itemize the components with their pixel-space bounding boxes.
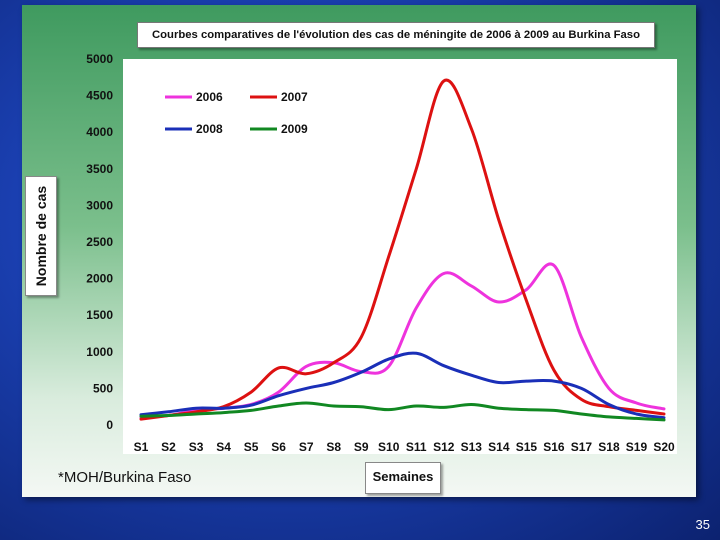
x-tick-label: S10 — [378, 440, 400, 454]
x-axis-label: Semaines — [365, 462, 441, 494]
x-tick-label: S20 — [653, 440, 675, 454]
x-tick-label: S11 — [406, 440, 427, 454]
plot-area — [123, 59, 677, 454]
y-tick-label: 500 — [93, 381, 113, 395]
x-tick-label: S9 — [354, 440, 369, 454]
x-tick-label: S18 — [598, 440, 620, 454]
x-tick-label: S13 — [461, 440, 483, 454]
x-tick-label: S14 — [488, 440, 510, 454]
legend-label-2008: 2008 — [196, 122, 223, 136]
x-tick-label: S19 — [626, 440, 648, 454]
x-tick-label: S17 — [571, 440, 593, 454]
legend-label-2007: 2007 — [281, 90, 308, 104]
x-tick-label: S7 — [299, 440, 314, 454]
y-tick-label: 5000 — [86, 52, 113, 66]
x-tick-label: S15 — [516, 440, 538, 454]
series-line-2009 — [139, 401, 666, 422]
chart-title: Courbes comparatives de l'évolution des … — [137, 22, 655, 48]
y-tick-label: 0 — [106, 418, 113, 432]
y-tick-label: 1500 — [86, 308, 113, 322]
x-tick-label: S12 — [433, 440, 455, 454]
x-tick-label: S16 — [543, 440, 565, 454]
y-tick-label: 1000 — [86, 345, 113, 359]
legend-label-2009: 2009 — [281, 122, 308, 136]
y-tick-label: 3500 — [86, 162, 113, 176]
y-tick-label: 3000 — [86, 198, 113, 212]
series-line-2007 — [139, 78, 666, 421]
legend-label-2006: 2006 — [196, 90, 223, 104]
y-tick-label: 4000 — [86, 125, 113, 139]
x-tick-label: S3 — [189, 440, 204, 454]
y-axis-label-box: Nombre de cas — [25, 176, 57, 296]
series-line-2008 — [139, 351, 666, 420]
y-tick-label: 2000 — [86, 272, 113, 286]
x-tick-label: S5 — [244, 440, 259, 454]
y-tick-label: 2500 — [86, 235, 113, 249]
x-tick-label: S2 — [161, 440, 176, 454]
x-tick-label: S6 — [271, 440, 286, 454]
x-tick-label: S1 — [134, 440, 149, 454]
slide-number: 35 — [695, 517, 710, 532]
series-line-2006 — [139, 262, 666, 420]
y-tick-label: 4500 — [86, 89, 113, 103]
source-note: *MOH/Burkina Faso — [58, 469, 192, 486]
x-tick-label: S8 — [326, 440, 341, 454]
x-tick-label: S4 — [216, 440, 231, 454]
